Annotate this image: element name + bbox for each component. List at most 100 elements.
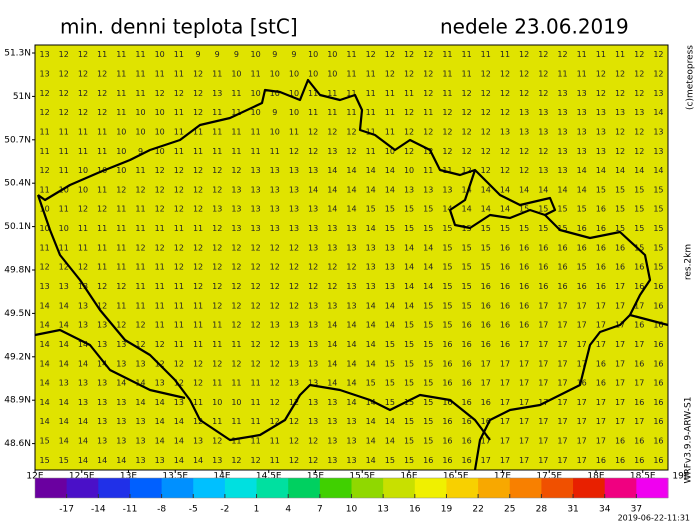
- colorbar-segment: [319, 478, 352, 498]
- grid-value: 11: [39, 127, 49, 136]
- grid-value: 13: [78, 321, 88, 330]
- grid-value: 11: [423, 108, 433, 117]
- grid-value: 12: [135, 185, 145, 194]
- grid-value: 14: [385, 437, 395, 446]
- grid-value: 16: [596, 205, 606, 214]
- grid-value: 13: [289, 185, 299, 194]
- grid-value: 16: [519, 321, 529, 330]
- border-south: [36, 194, 491, 442]
- grid-value: 10: [404, 166, 414, 175]
- grid-value: 12: [174, 359, 184, 368]
- grid-value: 17: [596, 301, 606, 310]
- grid-value: 12: [193, 282, 203, 291]
- grid-value: 12: [442, 127, 452, 136]
- grid-value: 17: [557, 379, 567, 388]
- grid-value: 12: [481, 166, 491, 175]
- grid-value: 13: [116, 398, 126, 407]
- grid-value: 13: [557, 89, 567, 98]
- grid-value: 12: [155, 166, 165, 175]
- grid-value: 11: [174, 127, 184, 136]
- copyright: (c)meteopress: [686, 45, 696, 110]
- grid-value: 12: [212, 166, 222, 175]
- grid-value: 12: [289, 456, 299, 465]
- grid-value: 16: [596, 379, 606, 388]
- grid-value: 12: [193, 166, 203, 175]
- grid-value: 15: [385, 398, 395, 407]
- grid-value: 14: [366, 185, 376, 194]
- grid-value: 14: [519, 185, 529, 194]
- grid-value: 14: [135, 379, 145, 388]
- grid-value: 12: [250, 243, 260, 252]
- grid-value: 12: [78, 108, 88, 117]
- grid-value: 15: [615, 185, 625, 194]
- grid-value: 16: [442, 456, 452, 465]
- grid-value: 13: [39, 282, 49, 291]
- grid-value: 14: [500, 205, 510, 214]
- colorbar-label: 37: [631, 505, 642, 515]
- grid-value: 14: [423, 243, 433, 252]
- grid-value: 15: [423, 379, 433, 388]
- grid-value: 12: [653, 69, 663, 78]
- grid-value: 12: [59, 263, 69, 272]
- grid-value: 17: [577, 321, 587, 330]
- grid-value: 11: [212, 379, 222, 388]
- grid-value: 12: [250, 263, 260, 272]
- grid-value: 14: [78, 359, 88, 368]
- grid-value: 12: [174, 185, 184, 194]
- grid-value: 15: [577, 263, 587, 272]
- grid-value: 12: [366, 50, 376, 59]
- grid-value: 15: [423, 417, 433, 426]
- grid-value: 11: [250, 437, 260, 446]
- grid-value: 13: [366, 263, 376, 272]
- grid-value: 12: [308, 282, 318, 291]
- grid-value: 15: [423, 301, 433, 310]
- grid-value: 17: [481, 456, 491, 465]
- grid-value: 13: [327, 456, 337, 465]
- grid-value: 15: [653, 205, 663, 214]
- grid-value: 16: [615, 437, 625, 446]
- grid-value: 11: [442, 166, 452, 175]
- grid-value: 17: [596, 417, 606, 426]
- grid-value: 12: [212, 301, 222, 310]
- grid-value: 11: [97, 50, 107, 59]
- grid-value: 14: [39, 301, 49, 310]
- colorbar-segment: [288, 478, 321, 498]
- grid-value: 13: [39, 50, 49, 59]
- grid-value: 11: [116, 205, 126, 214]
- grid-value: 10: [155, 147, 165, 156]
- grid-value: 9: [215, 50, 220, 59]
- y-tick-label: 51.3N: [4, 49, 31, 59]
- grid-value: 15: [442, 263, 452, 272]
- grid-value: 15: [653, 243, 663, 252]
- grid-value: 14: [653, 166, 663, 175]
- grid-value: 17: [500, 398, 510, 407]
- grid-value: 16: [519, 243, 529, 252]
- grid-value: 13: [519, 127, 529, 136]
- grid-value: 12: [78, 50, 88, 59]
- grid-value: 14: [59, 437, 69, 446]
- grid-value: 13: [135, 359, 145, 368]
- grid-value: 12: [193, 205, 203, 214]
- grid-value: 14: [97, 456, 107, 465]
- grid-value: 12: [481, 147, 491, 156]
- grid-value: 13: [308, 398, 318, 407]
- grid-value: 13: [538, 127, 548, 136]
- grid-value: 11: [231, 340, 241, 349]
- grid-value: 16: [442, 379, 452, 388]
- grid-value: 10: [289, 89, 299, 98]
- grid-value: 17: [538, 379, 548, 388]
- y-tick-label: 50.7N: [4, 135, 31, 145]
- grid-value: 12: [634, 147, 644, 156]
- grid-value: 12: [442, 108, 452, 117]
- grid-value: 15: [385, 379, 395, 388]
- grid-value: 12: [634, 69, 644, 78]
- grid-value: 17: [557, 437, 567, 446]
- grid-value: 11: [97, 263, 107, 272]
- colorbar-segment: [161, 478, 194, 498]
- grid-value: 17: [577, 398, 587, 407]
- colorbar-segment: [66, 478, 99, 498]
- grid-value: 11: [212, 108, 222, 117]
- grid-value: 12: [270, 398, 280, 407]
- grid-value: 14: [481, 185, 491, 194]
- grid-value: 13: [231, 205, 241, 214]
